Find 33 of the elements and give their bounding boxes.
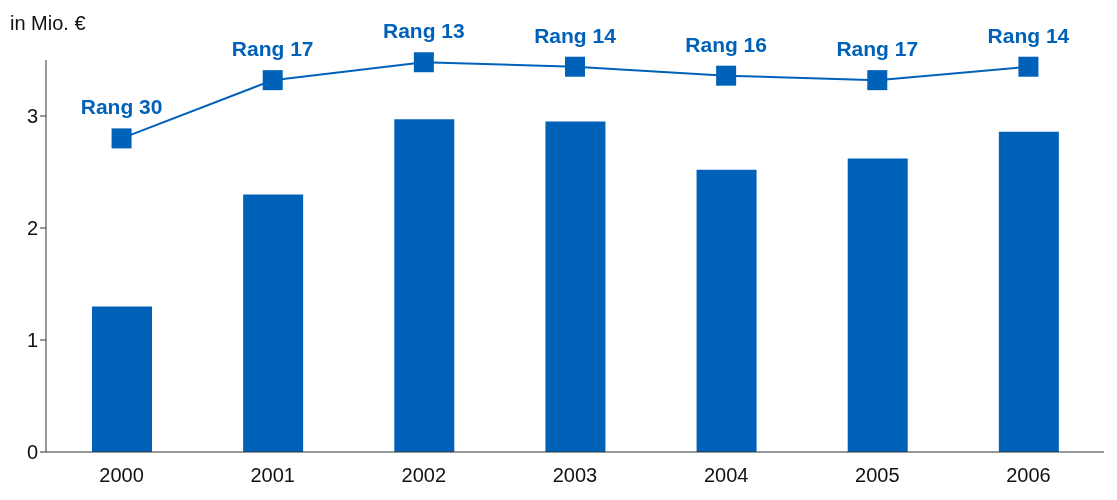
y-tick-label: 3 xyxy=(26,105,38,128)
x-tick-label: 2003 xyxy=(552,464,598,487)
point xyxy=(111,128,132,149)
bar xyxy=(243,194,304,452)
data-label: Rang 14 xyxy=(987,23,1070,47)
bar xyxy=(545,121,606,452)
bar xyxy=(696,169,757,452)
x-tick-label: 2005 xyxy=(855,464,900,487)
y-tick-label: 1 xyxy=(26,329,38,352)
bar xyxy=(92,306,152,452)
point xyxy=(867,70,888,91)
data-label: Rang 17 xyxy=(231,37,314,61)
y-tick-label: 0 xyxy=(26,441,38,464)
bar xyxy=(847,158,908,452)
x-tick-label: 2004 xyxy=(703,464,749,487)
point xyxy=(413,52,434,73)
data-label: Rang 13 xyxy=(383,19,465,43)
bar xyxy=(394,119,455,452)
x-tick-label: 2006 xyxy=(1006,464,1051,487)
data-label: Rang 14 xyxy=(534,23,617,47)
data-label: Rang 17 xyxy=(836,37,919,61)
data-label: Rang 16 xyxy=(685,32,767,56)
x-tick-label: 2000 xyxy=(99,464,144,487)
point xyxy=(716,65,737,86)
y-tick-label: 2 xyxy=(26,217,38,240)
y-axis-title: in Mio. € xyxy=(10,12,86,35)
point xyxy=(565,56,585,77)
point xyxy=(262,70,283,91)
bar xyxy=(998,131,1059,452)
x-tick-label: 2001 xyxy=(250,464,295,487)
point xyxy=(1018,56,1039,77)
data-label: Rang 30 xyxy=(80,95,163,119)
x-tick-label: 2002 xyxy=(401,464,447,487)
